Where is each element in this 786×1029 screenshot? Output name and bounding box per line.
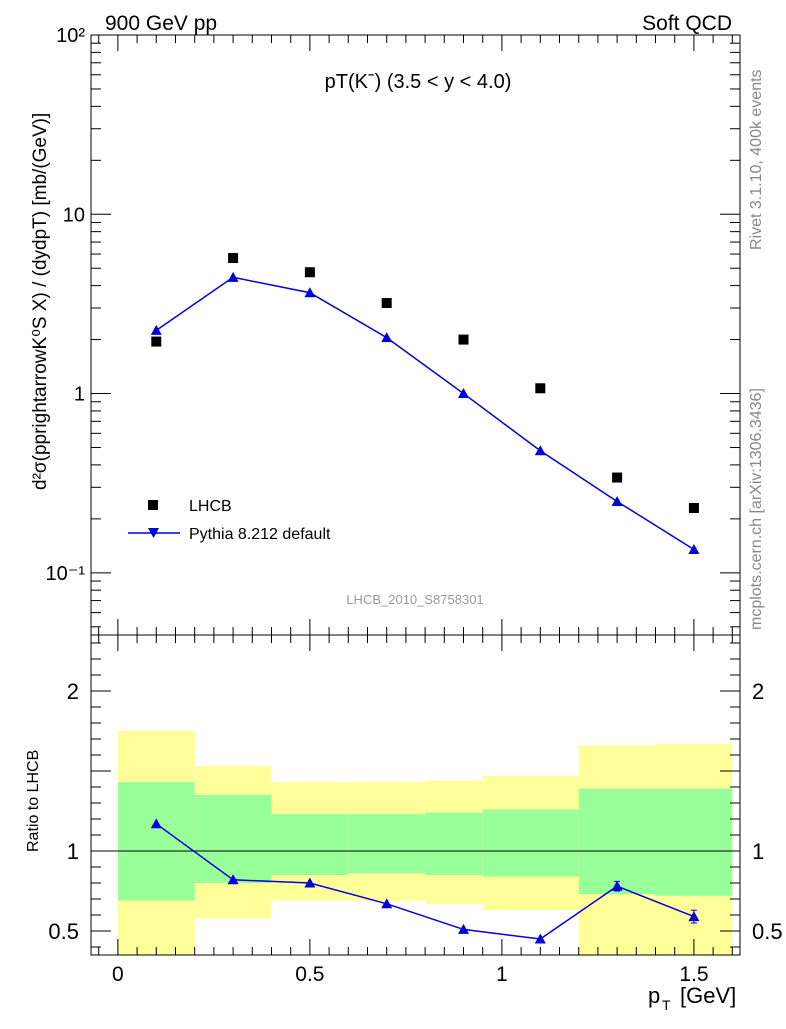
y-axis-label: d²σ(pprightarrowK⁰S X) / (dydpT) [mb/(Ge…	[30, 113, 51, 490]
ratio-point	[150, 818, 162, 829]
ratio-marks	[150, 818, 700, 944]
process-label: Soft QCD	[642, 12, 732, 35]
band-green	[348, 814, 426, 874]
ratio-y-tick-label-right: 0.5	[752, 919, 783, 944]
pythia-point	[150, 324, 162, 335]
ratio-y-label: Ratio to LHCB	[25, 750, 42, 852]
legend-marker-lhcb	[148, 500, 158, 510]
legend-label-lhcb: LHCB	[189, 498, 232, 515]
ratio-y-tick-label-right: 1	[752, 839, 764, 864]
lhcb-point	[228, 253, 239, 264]
lhcb-point	[151, 336, 162, 347]
pythia-point	[688, 543, 700, 554]
main-plot-frame	[90, 34, 741, 636]
ratio-plot: 0.5 0.5 1 1 2 2 0 0.5 1 1.5 Ratio to LHCB p T [Ge…	[25, 634, 783, 1013]
band-green	[271, 814, 349, 875]
ratio-y-tick-label-right: 2	[752, 679, 764, 704]
pythia-point	[611, 495, 623, 506]
x-tick-label: 1.5	[679, 963, 708, 986]
ratio-plot-ticks: 0.5 0.5 1 1 2 2 0 0.5 1 1.5	[48, 635, 783, 986]
lhcb-point	[535, 383, 546, 394]
lhcb-point	[381, 297, 392, 308]
ratio-bands	[91, 731, 740, 955]
x-axis-label-main: p	[648, 983, 660, 1008]
analysis-watermark: LHCB_2010_S8758301	[346, 592, 483, 607]
ratio-plot-frame	[90, 634, 741, 956]
ratio-y-tick-label: 1	[67, 839, 79, 864]
legend-label-pythia: Pythia 8.212 default	[189, 526, 331, 543]
main-y-tick-label: 1	[74, 384, 85, 406]
pythia-point	[534, 445, 546, 456]
chart-title: pT(Kˉ) (3.5 < y < 4.0)	[325, 71, 512, 93]
ratio-y-tick-label: 0.5	[48, 919, 79, 944]
main-y-tick-label: 10	[63, 204, 85, 226]
ratio-point	[227, 874, 239, 885]
legend: LHCB Pythia 8.212 default	[128, 498, 331, 543]
x-axis-label-unit: [GeV]	[680, 983, 736, 1008]
main-plot: 10⁻¹ 1 10 10² pT(Kˉ) (3.5 < y < 4.0) LHCB_2…	[30, 25, 741, 636]
x-tick-label: 1	[496, 963, 508, 986]
ratio-point	[381, 898, 393, 909]
ratio-point	[534, 933, 546, 944]
ratio-y-tick-label: 2	[67, 679, 79, 704]
x-axis-label: p T [GeV]	[648, 983, 736, 1013]
legend-marker-pythia	[148, 528, 159, 538]
pythia-point	[458, 388, 470, 399]
energy-label: 900 GeV pp	[105, 12, 217, 35]
mcplots-label: mcplots.cern.ch [arXiv:1306.3436]	[748, 388, 765, 630]
x-axis-label-sub: T	[662, 997, 671, 1013]
ratio-point	[611, 880, 623, 891]
band-green	[117, 782, 195, 901]
lhcb-point	[688, 502, 699, 513]
band-green	[578, 788, 656, 895]
main-plot-ticks: 10⁻¹ 1 10 10²	[46, 25, 740, 635]
main-y-tick-label: 10²	[56, 25, 85, 47]
pythia-point	[304, 287, 316, 298]
band-green	[482, 809, 579, 877]
pythia-point	[227, 271, 239, 282]
ratio-point	[304, 877, 316, 888]
band-green	[425, 812, 483, 875]
rivet-label: Rivet 3.1.10, 400k events	[748, 69, 765, 250]
pythia-point	[381, 332, 393, 343]
ratio-point	[688, 911, 700, 922]
ratio-point	[458, 923, 470, 934]
lhcb-point	[304, 267, 315, 278]
main-plot-marks	[150, 253, 700, 554]
lhcb-point	[612, 472, 623, 483]
pythia-line	[155, 276, 695, 551]
lhcb-point	[458, 334, 469, 345]
ratio-line	[155, 823, 695, 940]
band-green	[194, 795, 272, 883]
band-green	[655, 788, 733, 896]
x-tick-label: 0	[112, 963, 124, 986]
x-tick-label: 0.5	[295, 963, 324, 986]
main-y-tick-label: 10⁻¹	[46, 563, 86, 585]
